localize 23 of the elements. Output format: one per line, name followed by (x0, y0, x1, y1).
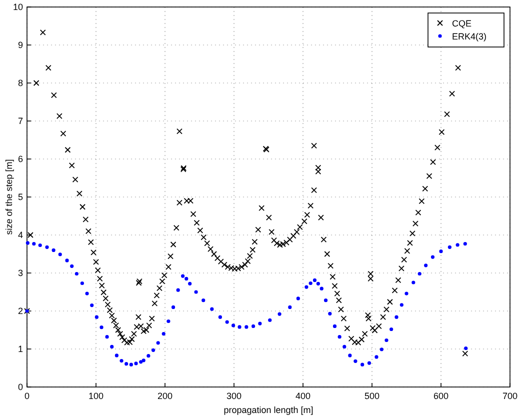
y-tick-label: 3 (18, 268, 23, 278)
y-tick-label: 9 (18, 40, 23, 50)
x-tick-label: 600 (433, 391, 449, 401)
x-tick-label: 700 (502, 391, 518, 401)
x-tick-label: 0 (24, 391, 30, 401)
x-axis-title: propagation length [m] (224, 405, 314, 415)
y-tick-label: 5 (18, 192, 23, 202)
y-tick-label: 8 (18, 78, 23, 88)
x-tick-label: 500 (364, 391, 380, 401)
y-tick-label: 10 (12, 2, 23, 12)
y-tick-label: 1 (18, 344, 23, 354)
y-tick-label: 6 (18, 154, 23, 164)
legend-label: CQE (452, 18, 472, 28)
y-tick-label: 7 (18, 116, 23, 126)
x-tick-label: 200 (157, 391, 173, 401)
y-tick-label: 2 (18, 306, 23, 316)
legend-label: ERK4(3) (452, 32, 487, 42)
x-tick-label: 300 (226, 391, 242, 401)
x-tick-label: 100 (88, 391, 104, 401)
x-tick-label: 400 (295, 391, 311, 401)
y-tick-label: 0 (18, 382, 23, 392)
y-tick-label: 4 (18, 230, 23, 240)
y-axis-title: size of the step [m] (4, 159, 14, 235)
